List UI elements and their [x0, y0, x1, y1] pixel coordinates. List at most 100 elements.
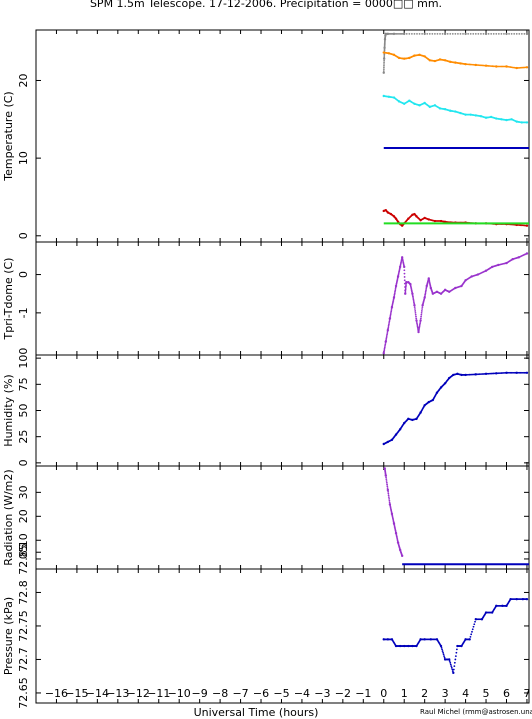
- tpri-tdome-trail-point: [421, 308, 424, 310]
- tpri-tdome-trail-point: [412, 299, 415, 302]
- temperature-trail-point: [382, 70, 385, 72]
- temperature-data-point: [423, 32, 426, 36]
- temperature-trail-point: [431, 32, 434, 35]
- temperature-trail-point: [481, 64, 484, 67]
- tpri-tdome-trail-point: [390, 310, 393, 313]
- tpri-tdome-trail-point: [387, 326, 390, 329]
- pressure-trail-point: [471, 628, 474, 631]
- pressure-ytick-label: 72.7: [17, 647, 30, 672]
- x-tick-label: 5: [483, 687, 490, 700]
- humidity-trail-point: [517, 371, 519, 374]
- pressure-trail-point: [441, 648, 443, 651]
- humidity-trail-point: [486, 372, 489, 375]
- temperature-trail-point: [472, 63, 475, 66]
- temperature-trail-point: [519, 66, 522, 69]
- pressure-trail-point: [473, 623, 476, 626]
- x-tick-label: 7: [523, 687, 530, 700]
- radiation-trail-point: [388, 499, 391, 502]
- tpri-tdome-data-point: [392, 296, 396, 299]
- x-tick-label: −2: [335, 687, 351, 700]
- temperature-trail-point: [383, 56, 386, 59]
- tpri-tdome-trail-point: [414, 313, 417, 316]
- humidity-frame: [35, 354, 530, 467]
- temperature-trail-point: [457, 32, 459, 35]
- humidity-trail-point: [506, 371, 509, 374]
- tpri-tdome-ytick-label: -1: [17, 307, 30, 318]
- tpri-tdome-trail-point: [413, 306, 416, 309]
- x-tick-label: −7: [232, 687, 248, 700]
- tpri-tdome-trail-point: [419, 322, 421, 325]
- temperature-trail-point: [469, 63, 472, 66]
- temperature-trail-point: [468, 63, 471, 66]
- temperature-data-point: [484, 32, 488, 36]
- tpri-tdome-trail-point: [387, 324, 390, 327]
- panel-pressure: 72.65 72.7 72.75 72.8 72.85 Pressure (kPa): [2, 543, 530, 709]
- temperature-trail-point: [439, 32, 441, 35]
- tpri-tdome-trail-point: [425, 289, 427, 292]
- temperature-trail-point: [383, 53, 386, 56]
- tpri-tdome-trail-point: [415, 321, 418, 323]
- x-tick-label: −12: [127, 687, 150, 700]
- tpri-tdome-trail-point: [386, 333, 388, 336]
- temperature-trail-point: [436, 32, 439, 35]
- temperature-data-point: [464, 32, 467, 36]
- tpri-tdome-trail-point: [420, 311, 423, 314]
- temperature-trail-point: [471, 63, 473, 66]
- tpri-tdome-trail-point: [390, 311, 392, 314]
- x-tick-label: 1: [401, 687, 408, 700]
- temperature-trail-point: [395, 32, 398, 35]
- humidity-ytick-label: 0: [17, 459, 30, 466]
- x-tick-label: 0: [380, 687, 387, 700]
- temperature-trail-point: [500, 65, 503, 68]
- pressure-trail-point: [450, 666, 453, 669]
- tpri-tdome-trail-point: [383, 349, 386, 352]
- tpri-tdome-frame: [35, 241, 530, 356]
- humidity-trail-point: [465, 373, 468, 376]
- temperature-series-1: [382, 51, 529, 70]
- humidity-trail-point: [477, 373, 480, 376]
- pressure-trail-point: [440, 646, 443, 649]
- radiation-trail-point: [385, 480, 388, 482]
- temperature-trail-point: [476, 64, 478, 66]
- tpri-tdome-trail-point: [404, 289, 407, 292]
- temperature-trail-point: [487, 32, 490, 35]
- pressure-frame: [35, 568, 530, 704]
- tpri-tdome-trail-point: [404, 288, 407, 291]
- temperature-trail-point: [394, 32, 397, 35]
- radiation-data-point: [400, 554, 404, 558]
- humidity-trail-point: [491, 372, 494, 375]
- tpri-tdome-trail-point: [418, 326, 421, 329]
- tpri-tdome-trail-point: [403, 276, 406, 278]
- pressure-trail-point: [449, 661, 452, 664]
- temperature-trail-point: [382, 68, 385, 71]
- tpri-tdome-trail-point: [417, 329, 420, 332]
- tpri-tdome-data-point: [525, 252, 529, 255]
- temperature-trail-point: [491, 65, 494, 68]
- tpri-tdome-trail-point: [418, 325, 421, 328]
- pressure-trail-point: [453, 661, 456, 664]
- tpri-tdome-trail-point: [389, 314, 392, 317]
- tpri-tdome-trail-point: [388, 320, 391, 323]
- pressure-trail-point: [474, 620, 476, 623]
- tpri-tdome-trail-point: [416, 326, 419, 329]
- pressure-trail-point: [455, 651, 458, 654]
- temperature-trail-point: [465, 63, 468, 66]
- temperature-trail-point: [405, 32, 408, 35]
- tpri-tdome-data-point: [388, 317, 392, 320]
- x-tick-label: −3: [314, 687, 330, 700]
- tpri-tdome-trail-point: [394, 290, 396, 293]
- tpri-tdome-trail-point: [394, 289, 397, 292]
- temperature-trail-point: [523, 224, 526, 227]
- x-axis-label: Universal Time (hours): [194, 706, 319, 719]
- tpri-tdome-trail-point: [404, 285, 407, 288]
- temperature-trail-point: [399, 32, 402, 35]
- temperature-trail-point: [497, 32, 500, 35]
- radiation-trail-point: [387, 496, 390, 499]
- humidity-trail-point: [500, 372, 503, 374]
- temperature-data-point: [382, 57, 386, 60]
- pressure-trail-point: [471, 630, 473, 633]
- temperature-trail-point: [503, 32, 505, 35]
- humidity-trail-point: [509, 371, 512, 374]
- temperature-trail-point: [520, 224, 523, 227]
